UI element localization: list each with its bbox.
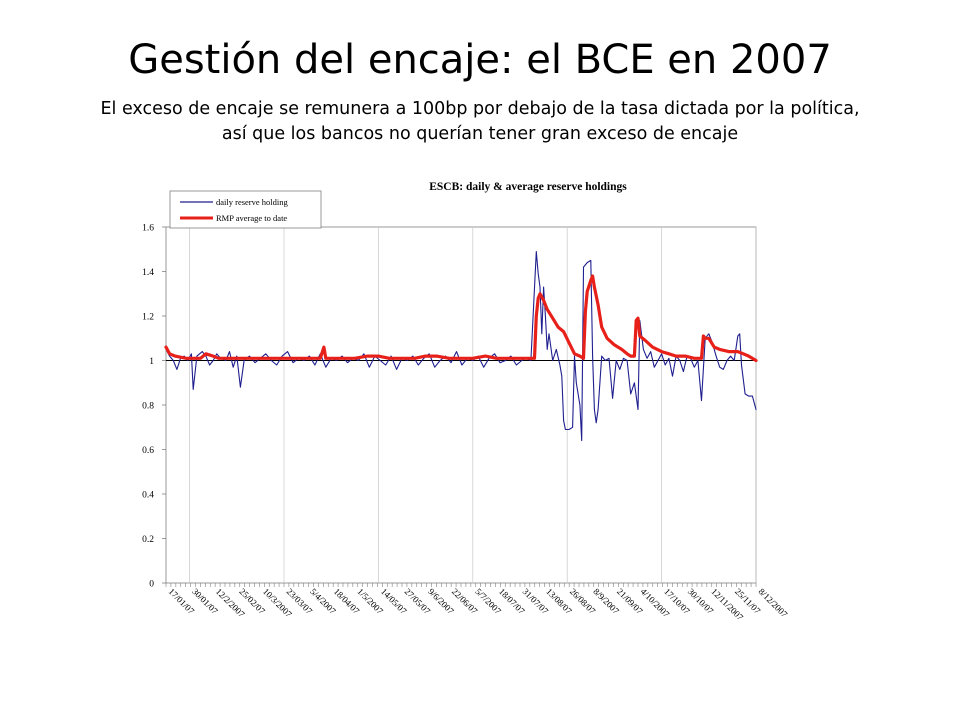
y-tick-label: 0.4: [142, 491, 154, 501]
y-tick-label: 0.8: [142, 402, 154, 412]
vertical-gridlines: [189, 227, 757, 583]
legend-label-daily: daily reserve holding: [216, 197, 289, 207]
y-tick-label: 1.2: [142, 313, 154, 323]
y-tick-label: 1: [149, 357, 154, 367]
y-axis: 0 0.2 0.4 0.6 0.8 1 1.2 1.4 1.6: [142, 224, 166, 590]
x-axis: 17/01/0730/01/0712/2/200725/02/0710/3/20…: [165, 583, 790, 623]
chart-title: ESCB: daily & average reserve holdings: [429, 181, 627, 193]
series-lines: [164, 250, 758, 442]
legend-label-rmp: RMP average to date: [216, 213, 287, 223]
subtitle-line-1: El exceso de encaje se remunera a 100bp …: [100, 99, 860, 119]
y-tick-label: 0.2: [142, 535, 154, 545]
slide-title: Gestión del encaje: el BCE en 2007: [128, 37, 832, 83]
subtitle-line-2: así que los bancos no querían tener gran…: [221, 124, 739, 145]
y-tick-label: 0.6: [142, 446, 154, 456]
series-line-rmp-average: [164, 274, 758, 363]
y-tick-label: 1.4: [142, 268, 154, 278]
plot-area: [165, 226, 757, 584]
slide-subtitle: El exceso de encaje se remunera a 100bp …: [40, 97, 920, 148]
y-tick-label: 0: [149, 580, 154, 590]
x-tick-label: 8/12/2007: [757, 586, 790, 619]
legend: daily reserve holding RMP average to dat…: [169, 190, 322, 229]
legend-box: [169, 190, 322, 229]
y-tick-label: 1.6: [142, 224, 154, 234]
